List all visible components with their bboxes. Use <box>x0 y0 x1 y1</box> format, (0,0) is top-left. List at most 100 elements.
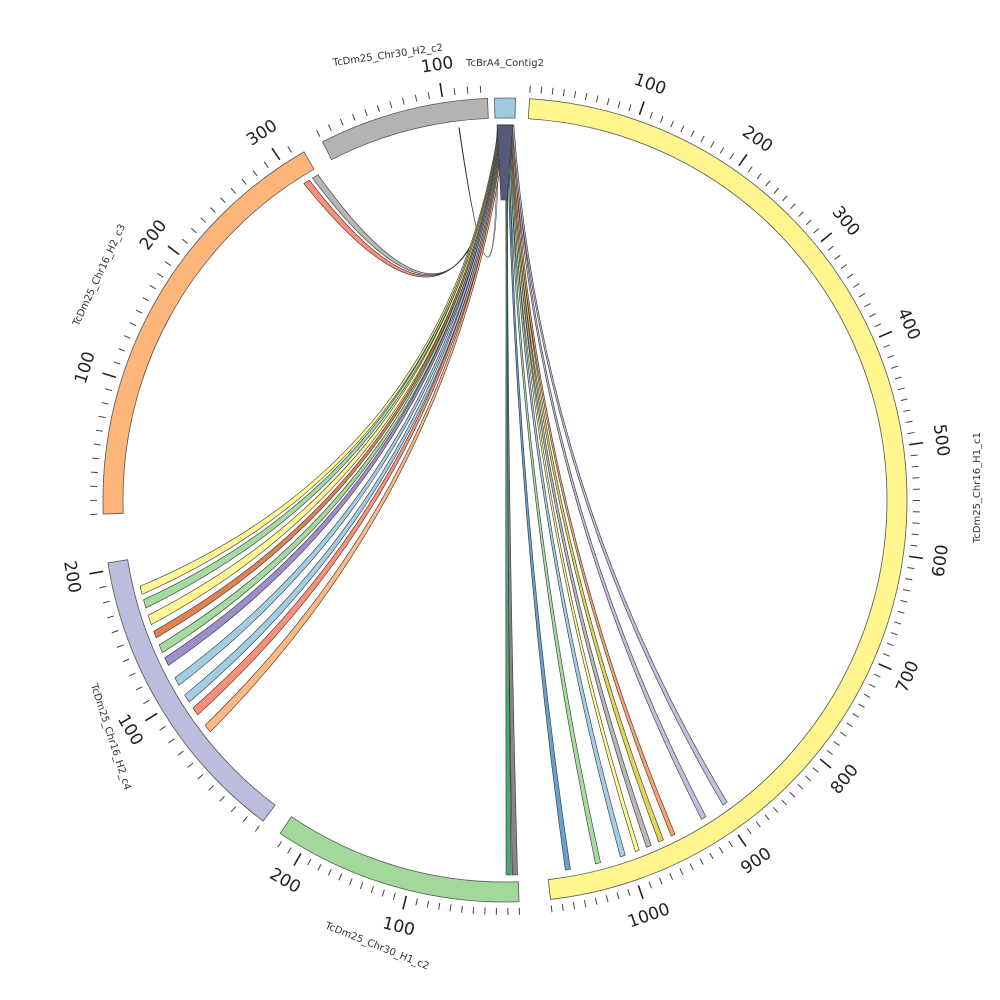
minor-tick-h1c2 <box>317 863 322 871</box>
minor-tick-h1c1 <box>894 621 902 625</box>
minor-tick-h1c1 <box>813 228 820 234</box>
minor-tick-h1c1 <box>868 683 876 688</box>
minor-tick-h1c1 <box>798 211 804 217</box>
minor-tick-h1c1 <box>595 95 599 103</box>
minor-tick-h2c4 <box>116 644 124 648</box>
segments-layer <box>102 97 908 903</box>
minor-tick-h2c2 <box>414 94 418 102</box>
link-ribbon-h2c4 <box>184 124 506 703</box>
major-tick-h1c2 <box>293 852 302 866</box>
minor-tick-h1c2 <box>415 898 418 906</box>
minor-tick-h2c3 <box>149 284 157 290</box>
minor-tick-h1c1 <box>858 703 865 708</box>
minor-tick-h1c1 <box>846 273 854 279</box>
minor-tick-h2c2 <box>389 101 393 109</box>
minor-tick-h1c1 <box>873 673 881 678</box>
minor-tick-h2c3 <box>113 361 121 365</box>
minor-tick-h1c1 <box>902 588 911 592</box>
tick-label: 100 <box>420 53 455 78</box>
minor-tick-h1c1 <box>911 533 919 536</box>
segment-h2c4 <box>107 559 276 822</box>
link-ribbon-h1c1 <box>509 124 652 848</box>
minor-tick-h1c2 <box>449 904 452 912</box>
minor-tick-h1c1 <box>900 398 908 402</box>
minor-tick-h2c3 <box>230 187 237 194</box>
tick-label: 200 <box>59 559 84 594</box>
link-ribbon-h2c4 <box>204 124 507 733</box>
minor-tick-h1c1 <box>886 642 894 647</box>
link-ribbon-h1c1 <box>510 124 676 837</box>
minor-tick-h2c3 <box>105 388 113 392</box>
minor-tick-h1c1 <box>606 98 610 106</box>
minor-tick-h2c3 <box>190 227 197 234</box>
minor-tick-h1c1 <box>670 120 675 128</box>
minor-tick-h2c4 <box>128 672 136 677</box>
minor-tick-h2c3 <box>164 261 172 267</box>
major-tick-h1c1 <box>908 555 924 560</box>
minor-tick-h1c1 <box>728 840 734 848</box>
minor-tick-h2c3 <box>263 161 269 168</box>
minor-tick-h1c1 <box>627 888 631 896</box>
minor-tick-h1c1 <box>572 902 576 910</box>
minor-tick-h2c2 <box>327 124 332 131</box>
minor-tick-h2c3 <box>210 207 216 213</box>
minor-tick-h1c1 <box>617 101 621 109</box>
minor-tick-h1c1 <box>729 153 734 160</box>
minor-tick-h1c1 <box>540 86 543 94</box>
minor-tick-h1c1 <box>562 89 565 97</box>
minor-tick-h1c1 <box>551 87 554 95</box>
minor-tick-h2c3 <box>287 146 292 153</box>
minor-tick-h1c2 <box>327 868 332 876</box>
tick-label: 300 <box>243 116 281 151</box>
minor-tick-h1c1 <box>863 693 871 698</box>
minor-tick-h2c4 <box>208 785 214 791</box>
minor-tick-h2c4 <box>102 600 110 604</box>
minor-tick-h2c2 <box>339 118 344 126</box>
major-tick-h1c1 <box>737 834 747 847</box>
minor-tick-h1c1 <box>834 254 841 260</box>
minor-tick-h1c2 <box>338 873 343 881</box>
tick-label: 300 <box>828 203 864 241</box>
minor-tick-h1c1 <box>907 431 915 435</box>
minor-tick-h1c1 <box>755 821 761 828</box>
link-ribbon-h2c4 <box>147 124 503 626</box>
minor-tick-h2c4 <box>230 806 237 813</box>
segment-h1c2 <box>279 816 520 903</box>
link-ribbon-h1c1 <box>508 124 640 852</box>
tick-label: 200 <box>738 122 776 157</box>
minor-tick-h2c4 <box>197 774 204 780</box>
segment-h2c3 <box>102 151 315 515</box>
minor-tick-h1c1 <box>789 791 796 798</box>
minor-tick-h2c2 <box>376 104 380 112</box>
minor-tick-h1c1 <box>772 806 779 813</box>
minor-tick-h1c1 <box>719 147 725 154</box>
minor-tick-h2c4 <box>159 725 166 731</box>
tick-label: 100 <box>380 913 416 940</box>
minor-tick-h1c1 <box>747 166 753 173</box>
tick-label: 400 <box>893 305 924 343</box>
minor-tick-h1c1 <box>689 863 694 871</box>
minor-tick-h1c1 <box>690 130 695 138</box>
minor-tick-h1c1 <box>897 387 905 391</box>
major-tick-h2c2 <box>439 82 444 97</box>
minor-tick-h1c1 <box>826 749 833 756</box>
minor-tick-h2c3 <box>241 178 247 185</box>
link-ribbon-h2c4 <box>174 124 506 686</box>
minor-tick-h1c1 <box>561 903 564 911</box>
link-ribbon-h2c4 <box>153 124 504 639</box>
minor-tick-h1c1 <box>903 409 911 413</box>
minor-tick-h2c3 <box>93 443 101 446</box>
minor-tick-h2c4 <box>254 825 260 832</box>
minor-tick-h1c2 <box>277 841 283 848</box>
minor-tick-h2c3 <box>200 217 207 223</box>
minor-tick-h1c1 <box>550 905 553 913</box>
minor-tick-h2c3 <box>220 197 226 204</box>
minor-tick-h2c3 <box>92 457 100 460</box>
minor-tick-h1c1 <box>827 245 834 251</box>
minor-tick-h2c2 <box>316 130 321 137</box>
minor-tick-h1c1 <box>584 93 588 101</box>
minor-tick-h1c1 <box>897 610 905 614</box>
minor-tick-h1c1 <box>883 344 891 348</box>
minor-tick-h1c1 <box>583 900 587 908</box>
